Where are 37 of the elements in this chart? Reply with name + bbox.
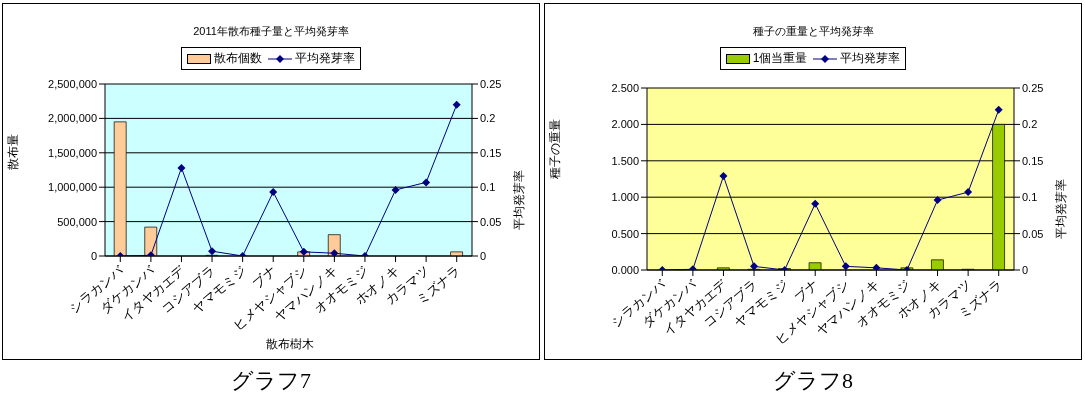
y-tick-label: 0.500 (611, 227, 639, 240)
y-tick-label: 2,500,000 (48, 77, 97, 90)
y-tick-label: 2.500 (611, 81, 639, 94)
legend-label: 平均発芽率 (295, 50, 355, 67)
y2-tick-label: 0.05 (1022, 227, 1044, 240)
chart-title: 種子の重量と平均発芽率 (751, 24, 875, 39)
legend-label: 平均発芽率 (840, 50, 901, 67)
x-axis-title: 散布樹木 (265, 336, 315, 353)
y2-tick-label: 0.1 (480, 181, 496, 194)
y2-tick-label: 0.15 (1022, 154, 1044, 167)
y2-tick-label: 0 (480, 249, 487, 262)
y-tick-label: 2.000 (611, 118, 639, 131)
y2-tick-label: 0.2 (480, 112, 496, 125)
y-tick-label: 1,500,000 (48, 146, 97, 159)
y2-tick-label: 0.1 (1022, 191, 1038, 204)
y2-axis-title: 平均発芽率 (1054, 179, 1069, 239)
y-tick-label: 1,000,000 (48, 181, 97, 194)
y-tick-label: 500,000 (57, 215, 97, 228)
y-axis-title: 散布量 (6, 134, 21, 170)
y-tick-label: 1.500 (611, 154, 639, 167)
y2-tick-label: 0 (1022, 263, 1029, 276)
text: グラフ7 (230, 367, 312, 395)
chart-title: 2011年散布種子量と平均発芽率 (192, 24, 350, 39)
text: グラフ8 (772, 367, 854, 395)
legend-label: 1個当重量 (752, 50, 808, 67)
legend-label: 散布個数 (214, 50, 262, 67)
y2-tick-label: 0.15 (480, 146, 502, 159)
y2-tick-label: 0.25 (480, 77, 502, 90)
y2-tick-label: 0.25 (1022, 81, 1044, 94)
y-tick-label: 1.000 (611, 191, 639, 204)
y2-tick-label: 0.05 (480, 215, 502, 228)
y-tick-label: 0 (90, 249, 97, 262)
y2-tick-label: 0.2 (1022, 118, 1038, 131)
y-tick-label: 2,000,000 (48, 112, 97, 125)
y-tick-label: 0.000 (611, 263, 639, 276)
y-axis-title: 種子の重量 (548, 119, 563, 179)
y2-axis-title: 平均発芽率 (512, 170, 527, 230)
